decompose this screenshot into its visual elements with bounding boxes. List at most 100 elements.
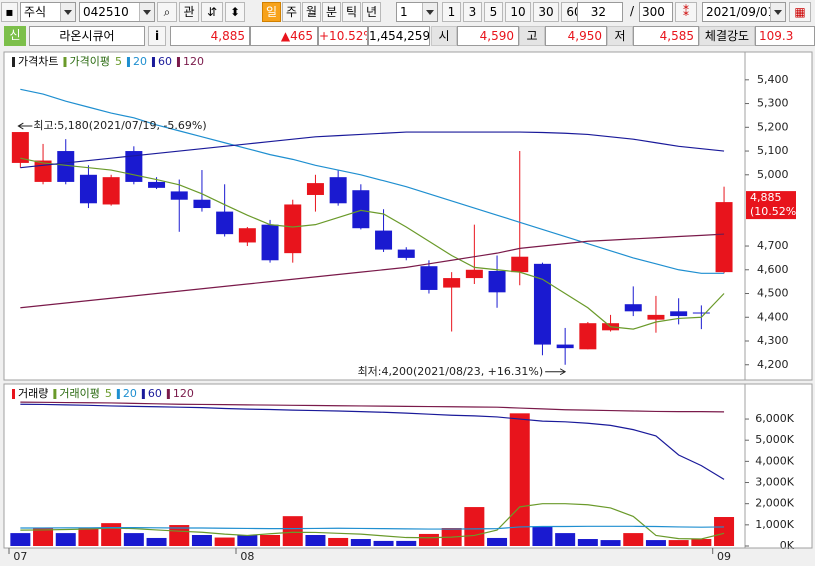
volume-bar bbox=[146, 537, 167, 546]
volume: 1,454,259 bbox=[368, 26, 430, 46]
x-tick-label: 09 bbox=[717, 550, 731, 563]
y-tick-label: 5,400 bbox=[757, 73, 789, 86]
period-button[interactable]: 주 bbox=[282, 2, 301, 22]
period-button[interactable]: 월 bbox=[302, 2, 321, 22]
candle-body bbox=[670, 311, 688, 317]
strength-label: 체결강도 bbox=[699, 26, 755, 46]
volume-bar bbox=[668, 540, 689, 546]
code-input[interactable]: 042510 bbox=[79, 2, 155, 22]
legend-label: 20 bbox=[133, 55, 147, 68]
minute-button[interactable]: 30 bbox=[533, 2, 559, 22]
candle-body bbox=[148, 181, 166, 188]
y-tick-label: 4,300 bbox=[757, 334, 789, 347]
y-tick-label: 6,000K bbox=[755, 412, 794, 425]
candle-body bbox=[170, 191, 188, 200]
date: 2021/09/01 bbox=[706, 5, 776, 19]
legend-marker bbox=[176, 57, 180, 67]
volume-bar bbox=[555, 533, 576, 546]
watch-button[interactable]: 관 bbox=[179, 2, 199, 22]
legend-label: 5 bbox=[105, 387, 112, 400]
y-tick-label: 2,000K bbox=[755, 497, 794, 510]
ma-line bbox=[20, 525, 725, 530]
price: 4,885 bbox=[170, 26, 250, 46]
period-button[interactable]: 분 bbox=[322, 2, 341, 22]
date-select[interactable]: 2021/09/01 bbox=[702, 2, 786, 22]
info-button[interactable]: i bbox=[148, 26, 166, 46]
candle-body bbox=[261, 224, 279, 261]
candle-body bbox=[375, 230, 393, 250]
volume-bar bbox=[645, 540, 666, 546]
y-tick-label: 4,200 bbox=[757, 358, 789, 371]
strength: 109.3 bbox=[755, 26, 815, 46]
candle-body bbox=[465, 269, 483, 279]
legend-marker bbox=[126, 57, 130, 67]
volume-bar bbox=[282, 516, 303, 546]
volume-bar bbox=[260, 534, 281, 546]
minute-button[interactable]: 5 bbox=[484, 2, 503, 22]
minute-button[interactable]: 10 bbox=[505, 2, 531, 22]
volume-bar bbox=[509, 413, 530, 546]
market: 주식 bbox=[24, 5, 47, 19]
legend-marker bbox=[53, 389, 57, 399]
candle-body bbox=[692, 312, 710, 314]
annotation-arrow bbox=[545, 368, 567, 376]
market-select[interactable]: 주식 bbox=[20, 2, 76, 22]
settings-button[interactable]: ⁑ bbox=[675, 2, 697, 22]
panel-frame bbox=[3, 383, 813, 549]
y-tick-label: 0K bbox=[780, 539, 795, 552]
volume-bar bbox=[350, 539, 371, 546]
ma-line bbox=[20, 131, 725, 169]
candle-body bbox=[556, 344, 574, 349]
volume-bar bbox=[691, 539, 712, 546]
badge: 신 bbox=[4, 26, 26, 46]
candle-body bbox=[216, 211, 234, 235]
volume-bar bbox=[305, 534, 326, 546]
candle-body bbox=[624, 304, 642, 312]
legend-label: 가격차트 bbox=[18, 55, 58, 68]
minute-button[interactable]: 3 bbox=[463, 2, 482, 22]
candle-body bbox=[306, 183, 324, 195]
ma-line bbox=[20, 403, 725, 480]
volume-bar bbox=[373, 540, 394, 546]
minute-button[interactable]: 1 bbox=[442, 2, 461, 22]
legend-label: 거래이평 bbox=[59, 387, 99, 400]
last-price: 4,885 bbox=[750, 191, 782, 204]
candle-body bbox=[533, 263, 551, 345]
menu-icon[interactable]: ▪ bbox=[1, 2, 18, 22]
count-input[interactable]: 32 bbox=[577, 2, 623, 22]
interval-select[interactable]: 1 bbox=[396, 2, 438, 22]
legend-marker bbox=[63, 57, 67, 67]
volume-bar bbox=[214, 537, 235, 546]
volume-bar bbox=[396, 540, 417, 546]
calendar-button[interactable]: ▦ bbox=[789, 2, 811, 22]
candle-body bbox=[238, 228, 256, 243]
candle-body bbox=[193, 199, 211, 209]
y-tick-label: 4,000K bbox=[755, 454, 794, 467]
refresh-button[interactable]: ⇵ bbox=[201, 2, 223, 22]
volume-bar bbox=[123, 533, 144, 546]
y-tick-label: 5,100 bbox=[757, 144, 789, 157]
volume-bar bbox=[10, 533, 31, 546]
volume-bar bbox=[487, 537, 508, 546]
candle-body bbox=[352, 190, 370, 229]
period-button[interactable]: 틱 bbox=[342, 2, 361, 22]
ma-line bbox=[20, 157, 725, 330]
y-tick-label: 5,000K bbox=[755, 433, 794, 446]
volume-bar bbox=[55, 533, 76, 546]
candle-body bbox=[511, 256, 529, 273]
step-button[interactable]: ⬍ bbox=[225, 2, 245, 22]
period-button[interactable]: 일 bbox=[262, 2, 281, 22]
search-button[interactable]: ⌕ bbox=[157, 2, 177, 22]
low: 4,585 bbox=[633, 26, 699, 46]
volume-bar bbox=[101, 523, 122, 546]
legend-label: 60 bbox=[148, 387, 162, 400]
total-input[interactable]: 300 bbox=[639, 2, 673, 22]
change: ▲465 bbox=[250, 26, 318, 46]
period-button[interactable]: 년 bbox=[362, 2, 381, 22]
candle-body bbox=[715, 202, 733, 273]
candle-body bbox=[11, 132, 29, 163]
volume-bar bbox=[191, 534, 212, 546]
legend-label: 거래량 bbox=[18, 387, 48, 400]
legend-marker bbox=[116, 389, 120, 399]
